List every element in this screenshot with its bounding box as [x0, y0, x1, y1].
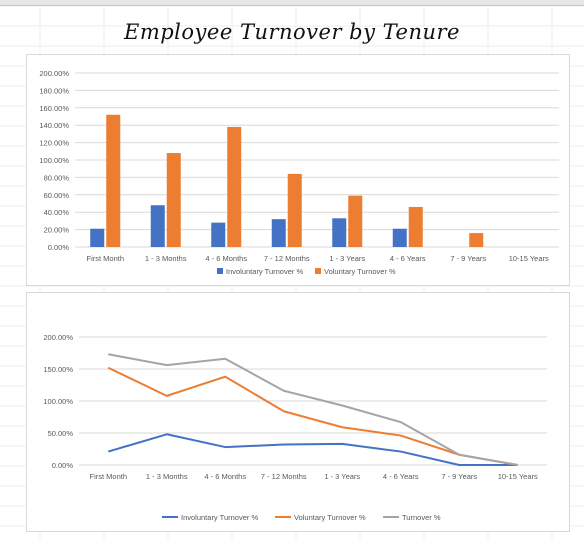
y-tick-label: 80.00% [44, 173, 70, 182]
bar-chart: 0.00% 20.00% 40.00% 60.00% 80.00% 100.00% 120.… [39, 69, 559, 276]
x-tick-label: 4 - 6 Months [205, 254, 247, 263]
y-tick-label: 40.00% [44, 208, 70, 217]
x-tick-label: First Month [89, 472, 127, 481]
bar-involuntary-turnover [150, 205, 165, 247]
x-tick-label: 7 - 12 Months [264, 254, 310, 263]
legend-label: Involuntary Turnover % [181, 513, 258, 522]
y-tick-label: 0.00% [52, 461, 74, 470]
line-turnover [108, 353, 518, 466]
x-tick-label: 10-15 Years [509, 254, 549, 263]
x-tick-label: First Month [86, 254, 124, 263]
x-tick-label: 7 - 9 Years [441, 472, 477, 481]
bar-voluntary-turnover [287, 173, 302, 247]
legend-swatch-involuntary-turnover [217, 268, 223, 274]
y-tick-label: 140.00% [39, 121, 69, 130]
x-tick-label: 7 - 9 Years [450, 254, 486, 263]
y-tick-label: 100.00% [39, 156, 69, 165]
bar-chart-area[interactable]: 0.00% 20.00% 40.00% 60.00% 80.00% 100.00% 120.… [26, 54, 570, 286]
bar-voluntary-turnover [469, 233, 484, 247]
x-tick-label: 4 - 6 Years [383, 472, 419, 481]
legend-label: Voluntary Turnover % [294, 513, 366, 522]
x-tick-label: 4 - 6 Years [390, 254, 426, 263]
y-tick-label: 100.00% [43, 397, 73, 406]
bar-involuntary-turnover [90, 228, 105, 247]
line-involuntary-turnover [107, 433, 518, 466]
y-tick-label: 20.00% [44, 226, 70, 235]
y-tick-label: 160.00% [39, 104, 69, 113]
bar-involuntary-turnover [392, 228, 407, 247]
line-voluntary-turnover [107, 366, 518, 466]
bar-voluntary-turnover [166, 153, 181, 247]
line-chart: 0.00% 50.00% 100.00% 150.00% 200.00% First Mo… [43, 333, 547, 522]
bar-voluntary-turnover [348, 195, 363, 247]
bar-involuntary-turnover [332, 218, 347, 247]
x-tick-label: 7 - 12 Months [261, 472, 307, 481]
bar-voluntary-turnover [227, 126, 242, 247]
x-tick-label: 1 - 3 Months [146, 472, 188, 481]
bar-voluntary-turnover [106, 114, 121, 247]
y-tick-label: 0.00% [48, 243, 70, 252]
legend-label: Turnover % [402, 513, 441, 522]
chart-title: Employee Turnover by Tenure [124, 20, 460, 44]
y-tick-label: 200.00% [43, 333, 73, 342]
y-tick-label: 60.00% [44, 191, 70, 200]
line-chart-area[interactable]: 0.00% 50.00% 100.00% 150.00% 200.00% First Mo… [26, 292, 570, 532]
y-tick-label: 180.00% [39, 86, 69, 95]
y-tick-label: 200.00% [39, 69, 69, 78]
legend-swatch-voluntary-turnover [315, 268, 321, 274]
legend-label: Involuntary Turnover % [226, 267, 303, 276]
x-tick-label: 1 - 3 Years [329, 254, 365, 263]
legend-label: Voluntary Turnover % [324, 267, 396, 276]
y-tick-label: 150.00% [43, 365, 73, 374]
y-tick-label: 120.00% [39, 139, 69, 148]
x-tick-label: 1 - 3 Years [324, 472, 360, 481]
x-tick-label: 4 - 6 Months [204, 472, 246, 481]
y-tick-label: 50.00% [48, 429, 74, 438]
bar-voluntary-turnover [408, 206, 423, 247]
bar-involuntary-turnover [211, 222, 226, 247]
bar-involuntary-turnover [271, 219, 286, 247]
column-header-bar [0, 0, 584, 6]
x-tick-label: 1 - 3 Months [145, 254, 187, 263]
x-tick-label: 10-15 Years [498, 472, 538, 481]
